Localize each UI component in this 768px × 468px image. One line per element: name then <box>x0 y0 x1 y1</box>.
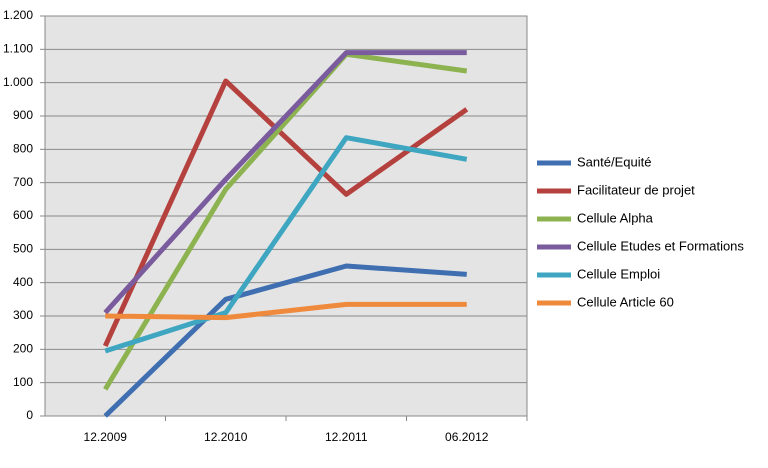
series-line <box>103 51 468 391</box>
y-tick-label: 0 <box>26 408 33 422</box>
legend-label: Facilitateur de projet <box>577 182 695 197</box>
legend-label: Cellule Alpha <box>577 210 654 225</box>
y-tick-label: 800 <box>13 142 33 156</box>
x-tick-label: 12.2009 <box>84 430 128 444</box>
x-tick-label: 12.2011 <box>325 430 368 444</box>
series-line <box>104 135 468 354</box>
legend-label: Cellule Emploi <box>577 266 660 281</box>
y-tick-label: 100 <box>13 375 33 389</box>
series-line <box>103 50 467 315</box>
y-tick-label: 1.100 <box>3 42 33 56</box>
y-tick-label: 1.000 <box>3 75 33 89</box>
x-tick-label: 12.2010 <box>204 430 248 444</box>
y-tick-label: 200 <box>13 342 33 356</box>
y-tick-label: 500 <box>13 242 33 256</box>
legend-label: Cellule Etudes et Formations <box>577 238 744 253</box>
legend-label: Cellule Article 60 <box>577 294 674 309</box>
series-line <box>102 78 469 348</box>
y-tick-label: 900 <box>13 108 33 122</box>
x-tick-label: 06.2012 <box>445 430 489 444</box>
series-line <box>103 263 467 418</box>
y-tick-label: 700 <box>13 175 33 189</box>
y-tick-label: 400 <box>13 275 33 289</box>
y-tick-label: 600 <box>13 208 33 222</box>
series-line <box>105 301 467 321</box>
legend-label: Santé/Equité <box>577 154 651 169</box>
y-tick-label: 300 <box>13 308 33 322</box>
y-tick-label: 1.200 <box>3 8 33 22</box>
